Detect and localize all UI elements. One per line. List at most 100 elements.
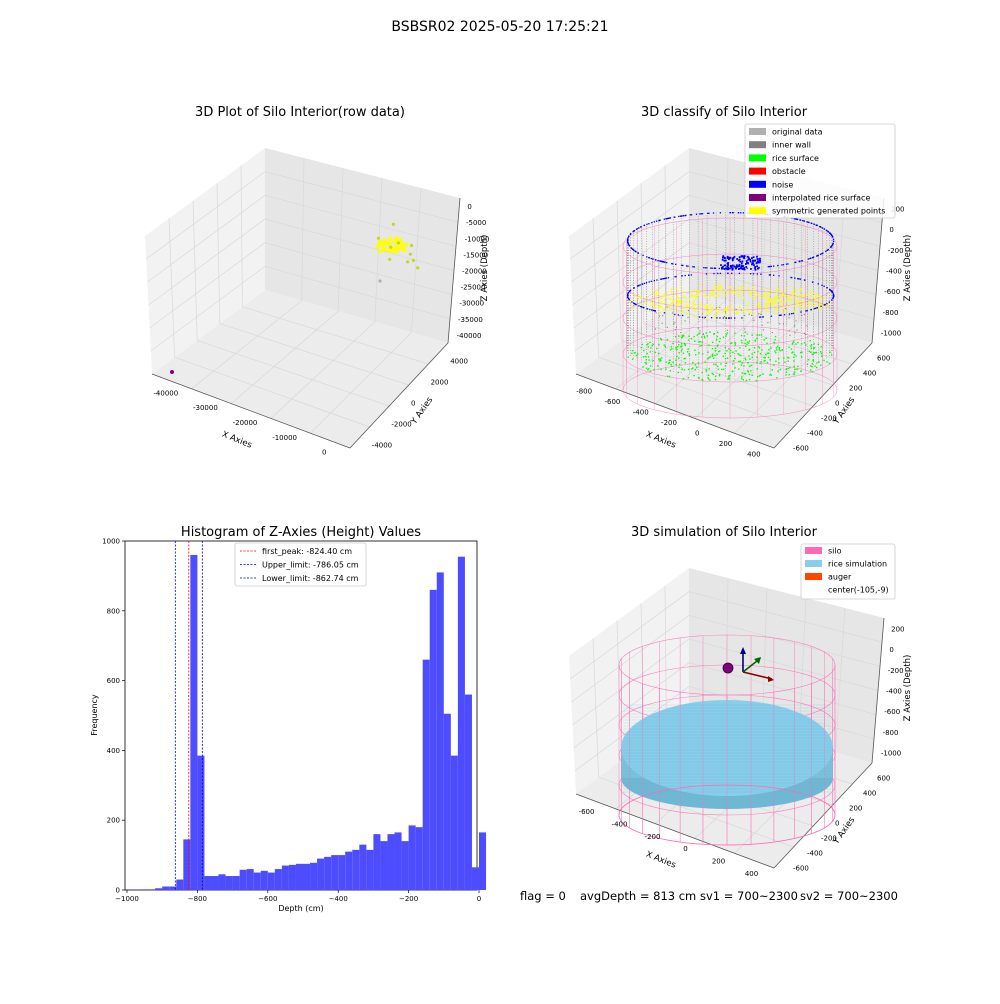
symmetric-point [779, 309, 782, 312]
symmetric-point [830, 293, 832, 296]
rice-surface-point [808, 350, 810, 353]
rice-surface-point [820, 355, 823, 357]
symmetric-point [760, 296, 762, 299]
symmetric-point [776, 302, 778, 305]
noise-point [645, 282, 648, 284]
symmetric-point [726, 308, 728, 311]
symmetric-point [765, 298, 768, 300]
noise-point [661, 278, 663, 280]
symmetric-point [717, 290, 720, 292]
noise-point [722, 265, 724, 268]
noise-point [825, 250, 827, 253]
rice-surface-point [684, 357, 686, 360]
noise-point [754, 268, 757, 271]
rice-surface-point [748, 342, 750, 344]
noise-point [684, 214, 686, 217]
symmetric-point [715, 286, 718, 288]
histogram-bar [239, 869, 247, 890]
symmetric-point [715, 310, 718, 312]
symmetric-point [656, 294, 659, 297]
symmetric-point [792, 291, 794, 293]
grid-line [573, 242, 877, 329]
rice-surface-point [686, 351, 689, 353]
rice-surface-point [668, 375, 671, 378]
noise-point [672, 263, 674, 265]
symmetric-point [703, 304, 706, 306]
rice-surface-point [756, 356, 758, 358]
inner-wall-point [762, 329, 764, 331]
symmetric-point [678, 299, 680, 302]
panel4-legend: silo rice simulation auger center(-105,-9) [800, 543, 896, 600]
noise-point [707, 212, 709, 215]
symmetric-point [749, 294, 752, 296]
noise-point [713, 272, 715, 275]
symmetric-point [795, 295, 798, 297]
inner-wall-point [767, 322, 769, 324]
symmetric-point [667, 298, 670, 300]
symmetric-point [787, 298, 790, 301]
rice-surface-point [700, 344, 703, 347]
noise-point [757, 260, 759, 263]
rice-surface-point [726, 357, 729, 359]
symmetric-point [659, 287, 661, 289]
rice-surface-point [793, 356, 795, 358]
symmetric-point [679, 300, 682, 302]
rice-surface-point [830, 354, 833, 356]
noise-point [669, 217, 672, 219]
noise-point [779, 314, 781, 316]
symmetric-point [812, 311, 814, 313]
noise-point [777, 264, 779, 267]
rice-surface-point [799, 351, 802, 354]
rice-surface-point [755, 380, 757, 382]
symmetric-point [720, 283, 723, 286]
symmetric-point [810, 296, 813, 298]
noise-point [664, 261, 666, 263]
noise-point [747, 262, 749, 265]
z-tick-label: -1000 [881, 750, 901, 758]
legend-label: original data [772, 128, 823, 137]
symmetric-point [702, 303, 704, 305]
inner-wall-point [654, 328, 657, 330]
noise-point [682, 264, 684, 267]
symmetric-point [712, 294, 715, 296]
symmetric-point [693, 308, 696, 310]
rice-surface-point [715, 363, 717, 366]
noise-point [666, 261, 668, 264]
rice-surface-point [768, 352, 770, 354]
rice-surface-point [672, 361, 674, 364]
symmetric-point [632, 307, 635, 309]
rice-surface-point [820, 352, 823, 355]
symmetric-point [718, 284, 720, 287]
inner-wall-point [703, 317, 705, 319]
symmetric-point [729, 286, 732, 288]
histogram-bar [253, 872, 261, 890]
rice-surface-point [678, 357, 680, 359]
rice-surface-point [641, 343, 643, 346]
noise-point [699, 213, 701, 215]
noise-point [780, 314, 782, 316]
symmetric-point [672, 300, 674, 303]
symmetric-point [652, 292, 654, 294]
symmetric-point [806, 294, 808, 296]
histogram-bar [457, 556, 465, 890]
symmetric-point [712, 290, 714, 293]
rice-surface-point [748, 373, 751, 376]
symmetric-point [760, 312, 762, 314]
symmetric-point [759, 294, 761, 297]
grid-line [694, 321, 800, 419]
rice-surface-point [698, 352, 700, 354]
data-point [405, 260, 410, 264]
rice-surface-point [717, 365, 719, 368]
rice-surface-point [677, 371, 680, 374]
noise-point [741, 255, 744, 258]
symmetric-point [661, 295, 663, 297]
symmetric-point [784, 295, 787, 298]
data-point [170, 370, 174, 374]
symmetric-point [782, 312, 784, 315]
symmetric-point [779, 289, 781, 291]
symmetric-point [694, 309, 696, 311]
pane-floor [152, 290, 448, 448]
rice-surface-point [800, 356, 803, 358]
symmetric-point [714, 283, 716, 285]
symmetric-point [795, 299, 797, 302]
